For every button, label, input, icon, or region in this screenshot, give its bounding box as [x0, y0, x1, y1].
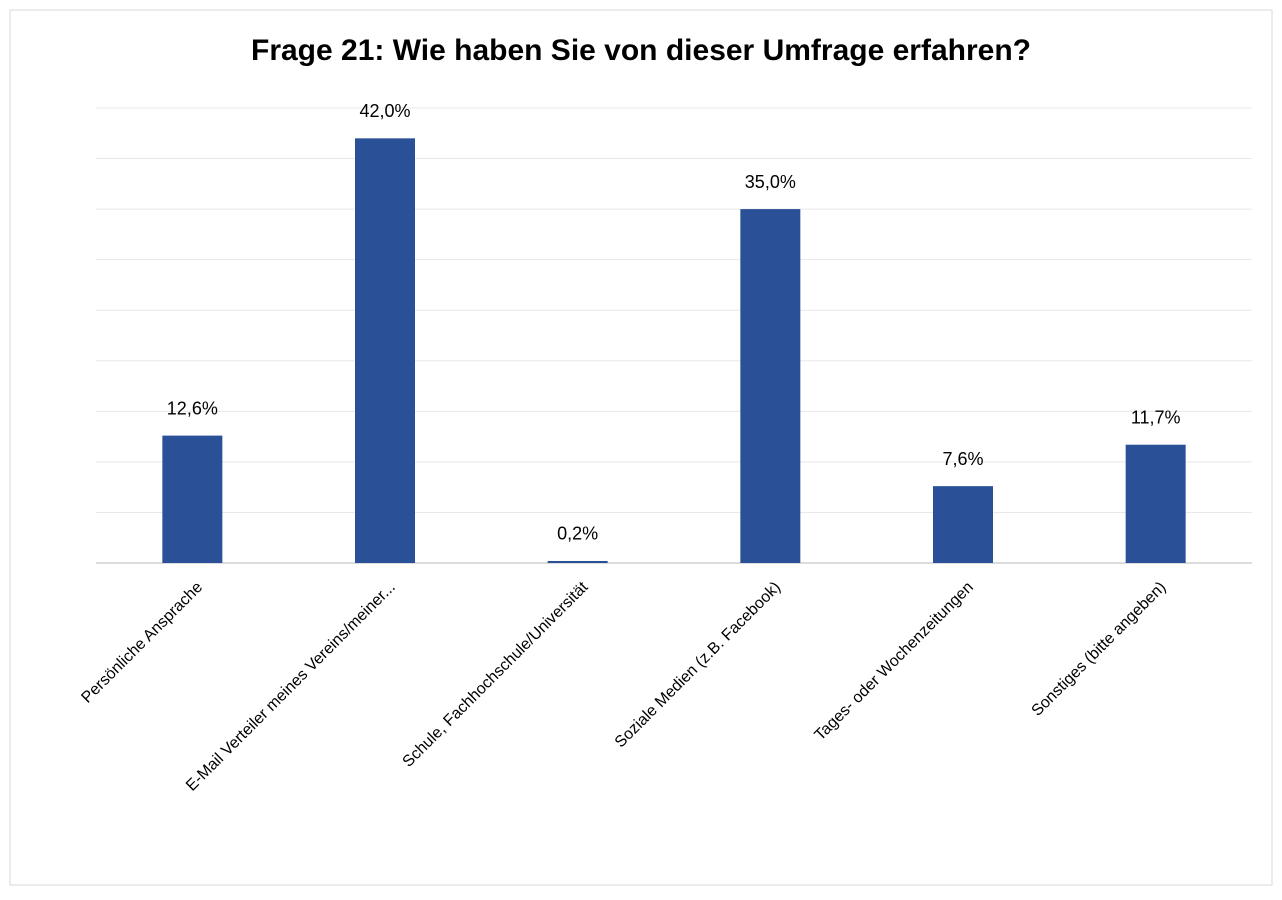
data-label: 12,6%	[167, 398, 218, 418]
data-label: 35,0%	[745, 172, 796, 192]
bar	[1125, 444, 1186, 563]
data-label: 0,2%	[557, 524, 598, 544]
data-label: 11,7%	[1131, 407, 1181, 427]
data-label: 7,6%	[942, 449, 983, 469]
bar	[933, 486, 993, 563]
bar	[162, 435, 223, 563]
bar	[547, 560, 608, 563]
bar	[740, 209, 801, 563]
data-label: 42,0%	[359, 101, 410, 121]
bar	[355, 138, 415, 564]
chart-title: Frage 21: Wie haben Sie von dieser Umfra…	[251, 34, 1031, 67]
